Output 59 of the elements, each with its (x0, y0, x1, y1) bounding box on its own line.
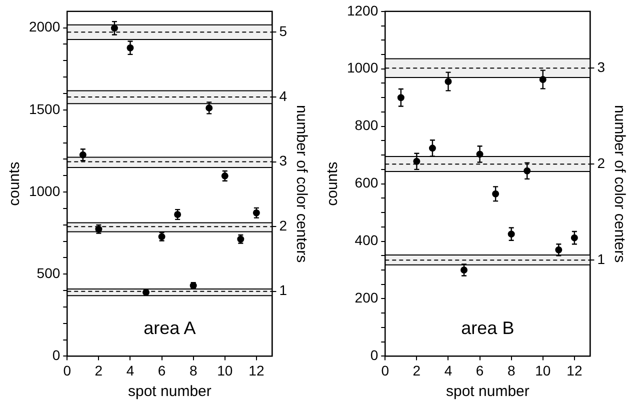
y2-tick-label: 5 (279, 23, 288, 39)
x-axis-title: spot number (446, 383, 530, 400)
y2-tick-label: 1 (597, 251, 606, 268)
y2-tick-label: 3 (597, 58, 606, 75)
y-tick-label: 0 (370, 347, 378, 364)
point (555, 246, 562, 254)
x-tick-label: 2 (94, 362, 103, 378)
point (428, 144, 436, 152)
point (570, 234, 578, 242)
y-tick-label: 500 (36, 264, 60, 281)
y-tick-label: 800 (354, 117, 378, 134)
x-tick-label: 4 (126, 362, 134, 378)
annotation: area B (461, 318, 514, 338)
x-tick-label: 8 (507, 362, 516, 378)
x-tick-label: 6 (158, 362, 166, 378)
y2-tick-label: 4 (279, 88, 288, 104)
point (397, 94, 404, 102)
y2-tick-label: 3 (279, 152, 288, 169)
x-tick-label: 10 (535, 362, 551, 378)
y-tick-label: 1000 (28, 182, 60, 199)
y2-axis-title: number of color centers (292, 105, 310, 263)
point (79, 151, 86, 158)
point (508, 230, 515, 238)
y-tick-label: 1500 (28, 100, 60, 117)
x-tick-label: 0 (381, 362, 390, 378)
y-tick-label: 200 (354, 290, 378, 306)
x-tick-label: 2 (412, 362, 421, 378)
point (460, 266, 468, 274)
x-tick-label: 12 (566, 362, 582, 378)
point (444, 78, 452, 86)
y2-axis-title: number of color centers (610, 105, 628, 263)
annotation: area A (144, 318, 196, 338)
x-axis-title: spot number (128, 383, 212, 400)
y-tick-label: 1000 (346, 60, 378, 76)
y2-tick-label: 2 (597, 154, 606, 171)
y-tick-label: 0 (52, 347, 60, 364)
x-tick-label: 8 (189, 362, 198, 378)
point (413, 158, 420, 165)
y2-tick-label: 2 (279, 217, 288, 234)
y-tick-label: 600 (354, 174, 378, 191)
x-tick-label: 12 (248, 362, 264, 378)
point (476, 150, 484, 158)
point (110, 24, 118, 32)
point (174, 211, 182, 218)
y-axis-title: counts (324, 162, 342, 206)
x-tick-label: 4 (444, 362, 452, 378)
y-tick-label: 2000 (28, 18, 60, 35)
y2-tick-label: 1 (279, 282, 288, 298)
y-axis-title: counts (6, 162, 24, 206)
y-tick-label: 1200 (346, 2, 378, 18)
y-tick-label: 400 (354, 232, 378, 248)
point (524, 167, 531, 174)
x-tick-label: 6 (476, 362, 484, 378)
x-tick-label: 10 (217, 362, 233, 378)
point (539, 76, 546, 83)
point (126, 44, 134, 52)
point (492, 190, 500, 198)
x-tick-label: 0 (63, 362, 72, 378)
point (206, 104, 213, 112)
